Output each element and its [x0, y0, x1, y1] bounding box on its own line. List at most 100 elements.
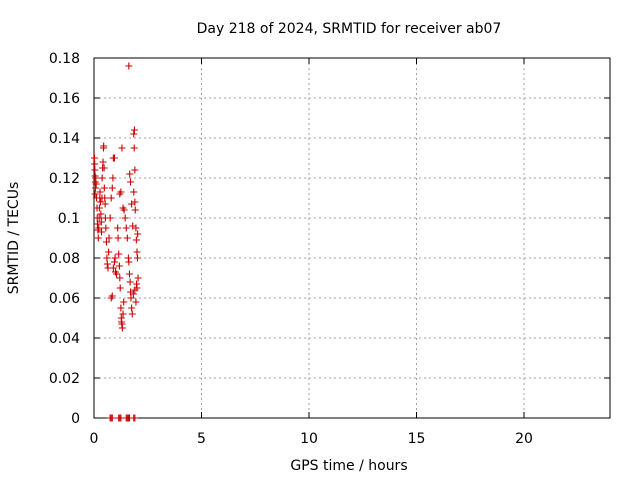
axis-ticks — [93, 57, 610, 419]
data-point — [97, 210, 105, 218]
data-point — [98, 228, 106, 236]
data-point — [119, 204, 127, 212]
y-tick-label: 0 — [71, 411, 80, 427]
data-point — [114, 234, 122, 242]
data-point — [99, 158, 107, 166]
data-point — [117, 304, 125, 312]
data-point — [131, 206, 139, 214]
x-tick-labels: 0 5 10 15 20 — [90, 431, 533, 447]
data-point — [132, 298, 140, 306]
data-point — [134, 230, 142, 238]
x-tick-label: 15 — [408, 431, 426, 447]
data-point — [96, 188, 104, 196]
data-point — [95, 224, 103, 232]
data-point — [91, 160, 99, 168]
data-point — [95, 204, 103, 212]
plot-area — [93, 57, 611, 419]
y-tick-labels: 0 0.02 0.04 0.06 0.08 0.1 0.12 0.14 0.16 0.18 — [49, 51, 80, 427]
data-point — [131, 166, 139, 174]
data-point — [92, 184, 100, 192]
data-point — [92, 180, 100, 188]
data-point — [108, 414, 116, 422]
y-tick-label: 0.06 — [49, 291, 80, 307]
data-point — [108, 292, 116, 300]
data-point — [133, 248, 141, 256]
y-tick-label: 0.08 — [49, 251, 80, 267]
data-point — [131, 286, 139, 294]
data-point — [113, 270, 121, 278]
data-point — [94, 234, 102, 242]
data-point — [101, 200, 109, 208]
data-point — [109, 174, 117, 182]
y-tick-label: 0.02 — [49, 371, 80, 387]
data-point — [91, 166, 99, 174]
data-point — [109, 264, 117, 272]
data-points — [90, 62, 142, 422]
x-tick-label: 5 — [197, 431, 206, 447]
data-point — [114, 224, 122, 232]
data-point — [121, 214, 129, 222]
data-point — [101, 194, 109, 202]
data-point — [127, 294, 135, 302]
data-point — [130, 188, 138, 196]
data-point — [95, 214, 103, 222]
data-point — [103, 254, 111, 262]
data-point — [125, 62, 133, 70]
data-point — [116, 284, 124, 292]
data-point — [131, 198, 139, 206]
data-point — [106, 214, 114, 222]
data-point — [122, 224, 130, 232]
y-tick-label: 0.16 — [49, 91, 80, 107]
data-point — [129, 290, 137, 298]
data-point — [110, 154, 118, 162]
y-tick-label: 0.1 — [58, 211, 80, 227]
data-point — [92, 174, 100, 182]
data-point — [118, 324, 126, 332]
data-point — [100, 184, 108, 192]
data-point — [97, 218, 105, 226]
data-point — [117, 188, 125, 196]
data-point — [128, 310, 136, 318]
data-point — [119, 310, 127, 318]
plot-frame — [93, 57, 611, 419]
data-point — [91, 190, 99, 198]
data-point — [132, 224, 140, 232]
data-point — [115, 250, 123, 258]
data-point — [107, 194, 115, 202]
data-point — [125, 270, 133, 278]
data-point — [130, 130, 138, 138]
data-point — [130, 144, 138, 152]
data-point — [126, 278, 134, 286]
data-point — [118, 318, 126, 326]
y-tick-label: 0.18 — [49, 51, 80, 67]
chart-title: Day 218 of 2024, SRMTID for receiver ab0… — [197, 21, 502, 37]
data-point — [120, 298, 128, 306]
data-point — [96, 198, 104, 206]
x-tick-label: 0 — [90, 431, 99, 447]
y-tick-label: 0.12 — [49, 171, 80, 187]
data-point — [110, 258, 118, 266]
data-point — [102, 238, 110, 246]
data-point — [131, 414, 139, 422]
data-point — [102, 224, 110, 232]
data-point — [132, 236, 140, 244]
x-tick-label: 10 — [300, 431, 318, 447]
data-point — [105, 248, 113, 256]
data-point — [116, 274, 124, 282]
data-point — [108, 184, 116, 192]
data-point — [90, 154, 98, 162]
data-point — [93, 220, 101, 228]
data-point — [98, 174, 106, 182]
data-point — [126, 170, 134, 178]
data-point — [130, 126, 138, 134]
data-point — [134, 274, 142, 282]
data-point — [128, 304, 136, 312]
data-point — [118, 144, 126, 152]
x-tick-label: 20 — [515, 431, 533, 447]
grid-lines — [94, 58, 610, 418]
data-point — [115, 262, 123, 270]
data-point — [127, 178, 135, 186]
y-tick-label: 0.04 — [49, 331, 80, 347]
data-point — [100, 142, 108, 150]
